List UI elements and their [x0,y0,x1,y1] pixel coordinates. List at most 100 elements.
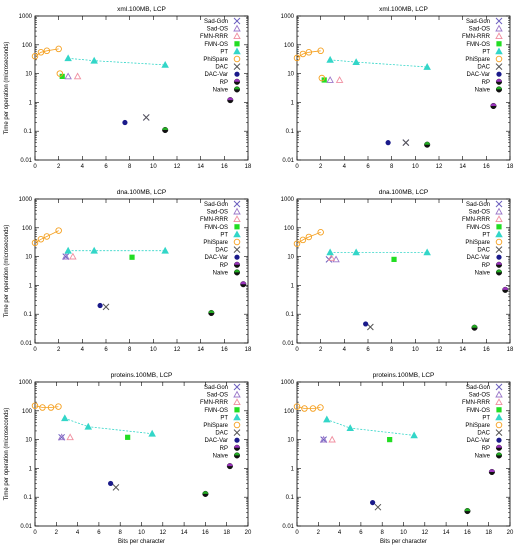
legend-label: DAC [477,65,490,71]
y-tick-label: 1 [291,283,295,289]
point-sad-os [319,435,328,443]
legend-label: PhiSpare [203,423,228,429]
point-dac-var [122,119,128,126]
y-tick-label: 0.01 [20,524,32,530]
point-dac [102,303,110,311]
legend-label: PhiSpare [465,240,490,246]
x-tick-label: 12 [174,164,181,170]
x-tick-label: 18 [485,530,492,536]
legend-marker-dac [495,63,503,70]
legend-marker-fmn-rrr [233,398,241,406]
point-pt [326,55,334,63]
x-tick-label: 6 [366,347,370,353]
y-tick-label: 1000 [281,14,295,20]
chart-panel-6: proteins.100MB, LCP 0.01 0.1 1 10 100 1000 0 2 4 6… [281,372,514,545]
legend-label: FMN-OS [204,408,228,414]
series-line-phispare [296,406,321,409]
x-tick-label: 4 [81,347,85,353]
point-pt [84,422,93,430]
point-dac-var [370,499,376,506]
legend-label: Sad-Gon [204,19,228,25]
legend-marker-pt [495,230,503,238]
legend-marker-fmn-os [234,407,240,413]
point-fmn-rrr [335,76,344,83]
point-phispare [317,404,324,411]
legend-label: Naive [475,453,491,459]
x-tick-label: 0 [33,164,37,170]
x-tick-label: 14 [181,530,188,536]
legend-label: FMN-RRR [200,400,229,406]
point-phispare [37,236,45,243]
x-tick-label: 16 [221,347,228,353]
legend-label: Sad-Gon [466,19,490,25]
x-tick-label: 12 [436,164,443,170]
legend-label: PT [482,232,490,238]
y-tick-label: 1 [29,283,33,289]
legend-marker-naive [495,452,503,459]
legend-label: FMN-RRR [462,400,491,406]
legend-label: Naive [213,270,229,276]
x-tick-label: 2 [57,347,61,353]
x-tick-label: 10 [150,347,157,353]
point-pt [410,431,418,439]
legend-marker-fmn-rrr [495,32,503,40]
legend-label: Naive [213,453,229,459]
legend-marker-rp [495,78,503,85]
series-line-pt [330,59,428,68]
point-naive [464,508,471,515]
x-tick-label: 18 [223,530,230,536]
y-tick-label: 100 [22,43,33,49]
legend-marker-fmn-os [496,407,502,413]
point-naive [202,490,209,497]
y-tick-label: 10 [287,72,294,78]
point-rp [227,97,234,104]
x-tick-label: 14 [459,347,466,353]
legend-marker-dac [233,429,241,436]
legend-label: Naive [475,270,491,276]
legend-label: FMN-OS [204,225,228,231]
point-phispare [317,47,324,55]
point-dac [367,323,374,331]
point-fmn-rrr [66,433,74,441]
legend-marker-dac [233,63,241,70]
x-axis-label: Bits per character [380,539,427,545]
y-tick-label: 100 [284,226,295,232]
x-tick-label: 2 [55,530,59,536]
legend-marker-phispare [233,238,241,246]
point-dac [402,139,410,147]
x-tick-label: 0 [295,347,299,353]
y-axis-label: Time per operation (microseconds) [4,408,10,501]
legend-label: DAC-Var [204,438,228,444]
y-tick-label: 1 [291,100,295,106]
x-tick-label: 0 [33,347,37,353]
point-naive [424,141,431,148]
x-tick-label: 0 [295,164,299,170]
point-phispare [309,405,317,412]
legend-marker-rp [233,444,241,451]
point-sad-os [57,433,66,441]
legend-label: RP [220,263,228,269]
chart-title: proteins.100MB, LCP [373,372,435,379]
legend-marker-naive [495,269,503,276]
legend-label: Sad-OS [207,27,228,33]
legend-label: Sad-OS [469,393,490,399]
legend-marker-sad-gon [233,200,241,208]
legend-label: Sad-OS [469,210,490,216]
legend-marker-sad-os [495,390,503,398]
x-tick-label: 14 [197,164,204,170]
y-tick-label: 1000 [281,197,295,203]
legend-label: FMN-OS [466,408,490,414]
legend-marker-rp [495,444,503,451]
x-tick-label: 6 [359,530,363,536]
point-phispare [55,403,62,410]
x-tick-label: 2 [319,164,323,170]
legend-marker-pt [233,230,241,238]
y-tick-label: 10 [25,72,32,78]
chart-title: xml.100MB, LCP [379,6,428,13]
series-line-pt [64,417,153,435]
x-tick-label: 10 [150,164,157,170]
point-pt [346,424,355,431]
